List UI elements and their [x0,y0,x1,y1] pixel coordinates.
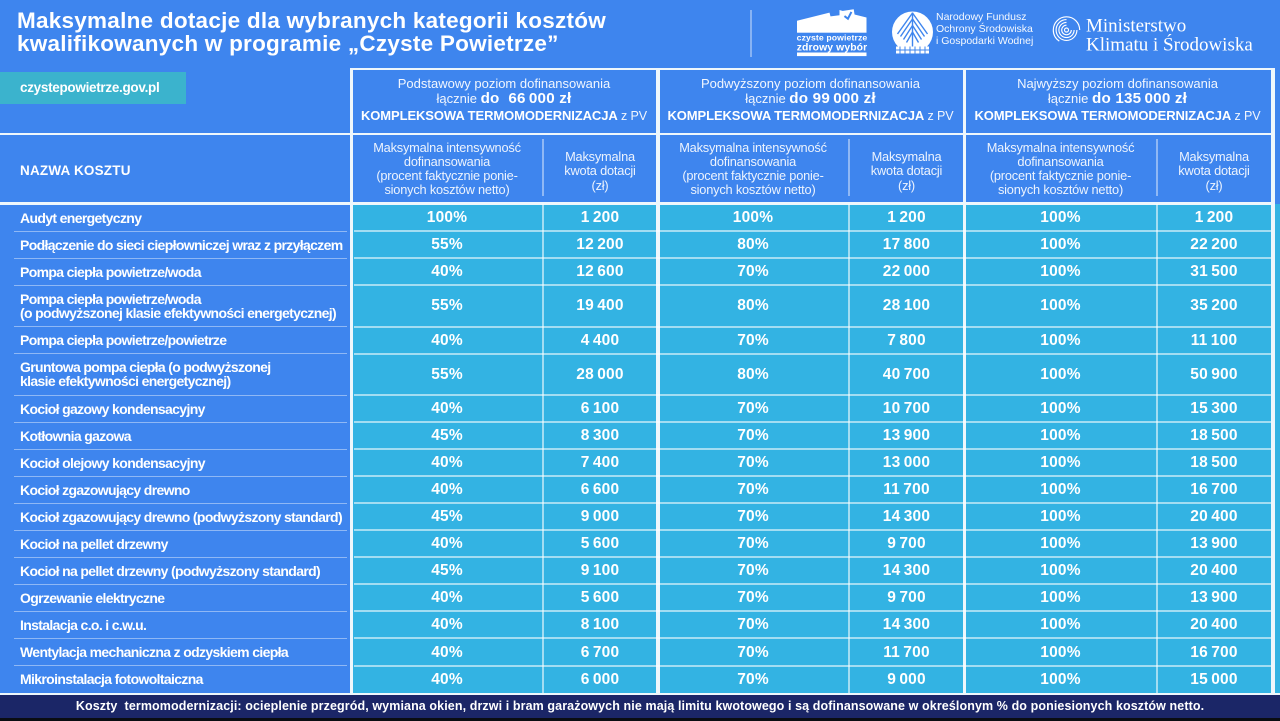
svg-text:Ochrony Środowiska: Ochrony Środowiska [936,22,1033,35]
svg-text:czyste powietrze: czyste powietrze [797,33,868,43]
svg-text:zdrowy wybór: zdrowy wybór [797,43,867,54]
svg-text:Narodowy Fundusz: Narodowy Fundusz [936,11,1026,23]
svg-text:i Gospodarki Wodnej: i Gospodarki Wodnej [936,35,1033,47]
svg-text:Ministerstwo: Ministerstwo [1086,16,1186,37]
svg-text:Klimatu i Środowiska: Klimatu i Środowiska [1086,34,1253,56]
